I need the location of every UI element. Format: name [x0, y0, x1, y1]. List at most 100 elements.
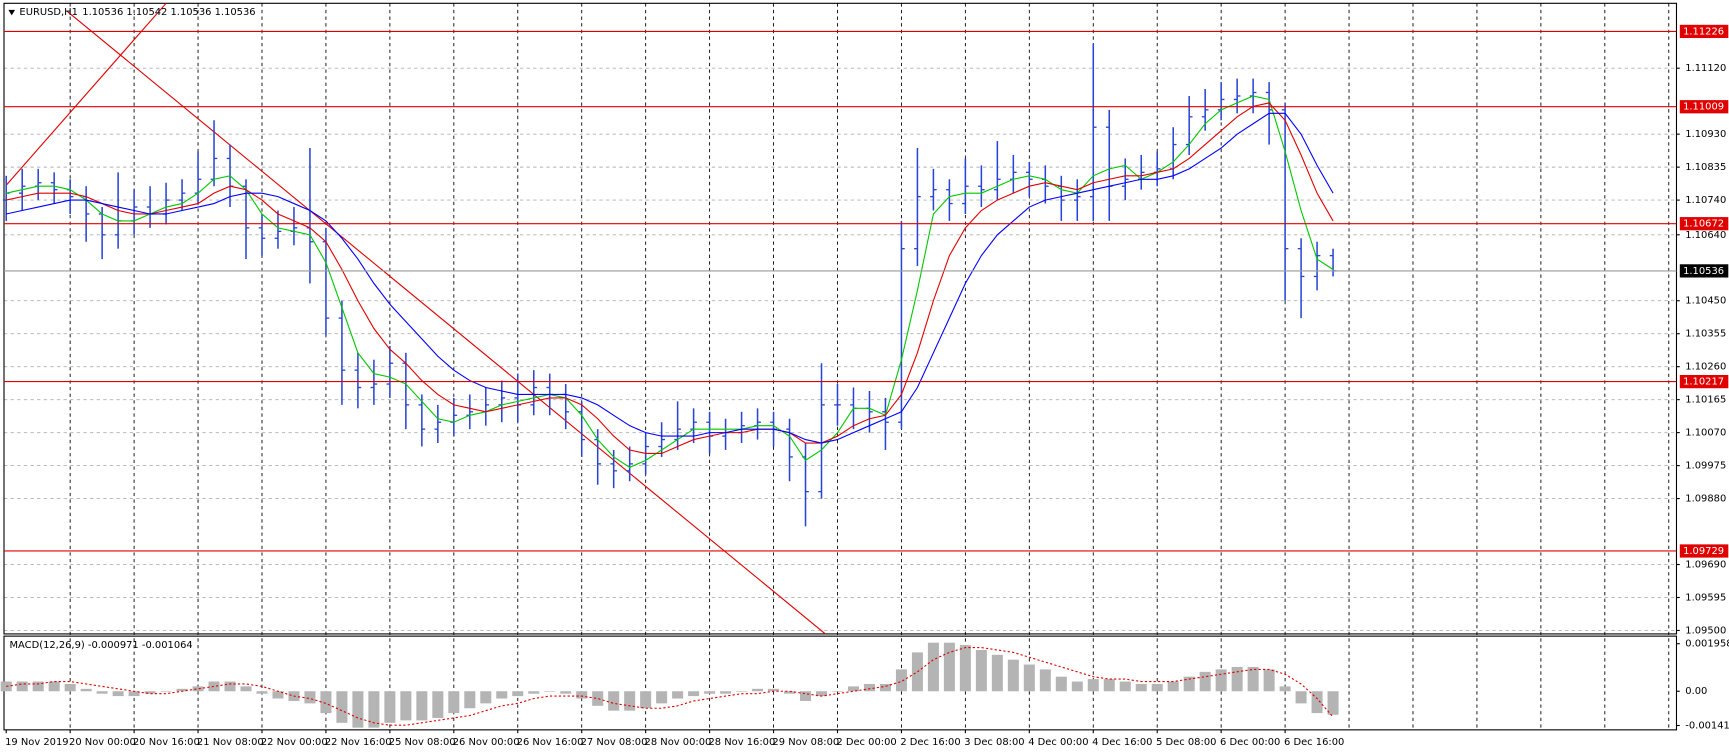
macd-bar [975, 649, 987, 692]
quote-label: 1.10536 1.10542 1.10536 1.10536 [82, 7, 255, 18]
y-tick-label: 1.09595 [1685, 592, 1726, 603]
macd-bar [32, 681, 44, 692]
macd-bar [831, 691, 844, 692]
x-tick-label: 28 Nov 00:00 [645, 737, 712, 748]
macd-signal [6, 646, 1334, 726]
macd-bar [640, 691, 652, 709]
macd-bar [1071, 681, 1083, 692]
macd-bar [528, 691, 540, 694]
macd-bar [448, 691, 460, 714]
macd-bar [1055, 676, 1067, 692]
y-tick-label: 1.10260 [1685, 362, 1726, 373]
macd-bar [544, 691, 556, 692]
x-tick-label: 22 Nov 00:00 [261, 737, 328, 748]
macd-bar [16, 681, 28, 692]
macd-bar [1279, 686, 1291, 692]
menu-triangle[interactable] [8, 9, 16, 16]
y-tick-label: 0.001958 [1685, 639, 1729, 650]
x-tick-label: 6 Dec 00:00 [1220, 737, 1280, 748]
y-tick-label: 1.10355 [1685, 329, 1726, 340]
macd-bar [1039, 669, 1051, 692]
macd-bar [1135, 683, 1147, 692]
macd-bar [943, 642, 955, 692]
current-price-badge [1679, 264, 1729, 278]
x-tick-label: 4 Dec 00:00 [1028, 737, 1088, 748]
macd-bar [736, 691, 748, 692]
moving-average [6, 112, 1334, 444]
x-tick-label: 5 Dec 08:00 [1156, 737, 1216, 748]
y-tick-label: 0.00 [1685, 686, 1707, 697]
macd-bar [592, 691, 604, 706]
level-label: 1.09729 [1683, 546, 1724, 557]
macd-bar [608, 691, 620, 711]
current-price-label: 1.10536 [1683, 266, 1724, 277]
macd-bar [320, 691, 332, 714]
macd-bar [368, 691, 380, 728]
macd-bar [1167, 681, 1179, 692]
macd-bar [863, 683, 875, 692]
y-tick-label: -0.001411 [1685, 721, 1729, 732]
macd-bar [991, 654, 1003, 692]
macd-bar [496, 691, 508, 699]
macd-bar [560, 691, 572, 694]
x-tick-label: 26 Nov 00:00 [453, 737, 520, 748]
y-tick-label: 1.10070 [1685, 428, 1726, 439]
macd-bar [464, 691, 476, 709]
macd-bar [1007, 659, 1019, 692]
macd-bar [208, 681, 220, 692]
x-tick-label: 25 Nov 08:00 [389, 737, 456, 748]
macd-bar [336, 691, 348, 723]
x-tick-label: 20 Nov 16:00 [133, 737, 200, 748]
grid-layer [4, 3, 1680, 734]
y-tick-label: 1.10930 [1685, 129, 1726, 140]
y-tick-label: 1.09500 [1685, 625, 1726, 636]
macd-bar [96, 691, 108, 694]
macd-bar [144, 691, 156, 694]
macd-bar [784, 691, 796, 694]
x-tick-label: 26 Nov 16:00 [517, 737, 584, 748]
macd-bar [1263, 669, 1275, 692]
macd-bar [128, 691, 140, 697]
macd-bar [1295, 691, 1307, 704]
macd-bar [1247, 666, 1259, 692]
macd-bar [176, 688, 188, 692]
macd-bar [688, 691, 700, 697]
level-label: 1.10672 [1683, 219, 1724, 230]
x-tick-label: 2 Dec 00:00 [836, 737, 896, 748]
x-tick-label: 2 Dec 16:00 [900, 737, 960, 748]
marks-layer [0, 30, 1677, 728]
macd-bar [800, 691, 812, 701]
level-badge [1679, 544, 1729, 558]
macd-bar [656, 691, 668, 704]
macd-bar [160, 691, 172, 692]
y-tick-label: 1.10165 [1685, 395, 1726, 406]
macd-bar [512, 691, 524, 697]
macd-bar [416, 691, 428, 721]
macd-bar [240, 686, 252, 692]
macd-bar [704, 691, 716, 694]
level-badge [1679, 24, 1729, 39]
x-tick-label: 3 Dec 08:00 [964, 737, 1024, 748]
y-tick-label: 1.10835 [1685, 162, 1726, 173]
macd-bar [959, 645, 971, 692]
macd-bar [112, 691, 124, 697]
macd-bar [192, 686, 204, 692]
y-tick-label: 1.10450 [1685, 296, 1726, 307]
macd-bar [1215, 669, 1227, 692]
x-tick-label: 22 Nov 16:00 [325, 737, 392, 748]
macd-bar [1327, 691, 1339, 715]
level-label: 1.11226 [1683, 26, 1724, 37]
macd-bar [432, 691, 444, 718]
macd-bar [768, 688, 780, 692]
macd-bar [48, 681, 60, 692]
x-tick-label: 6 Dec 16:00 [1284, 737, 1344, 748]
level-label: 1.11009 [1683, 102, 1724, 113]
macd-bar [64, 683, 76, 692]
macd-bar [80, 688, 92, 692]
macd-bar [895, 669, 907, 692]
y-tick-label: 1.09690 [1685, 560, 1726, 571]
macd-bar [879, 683, 891, 692]
